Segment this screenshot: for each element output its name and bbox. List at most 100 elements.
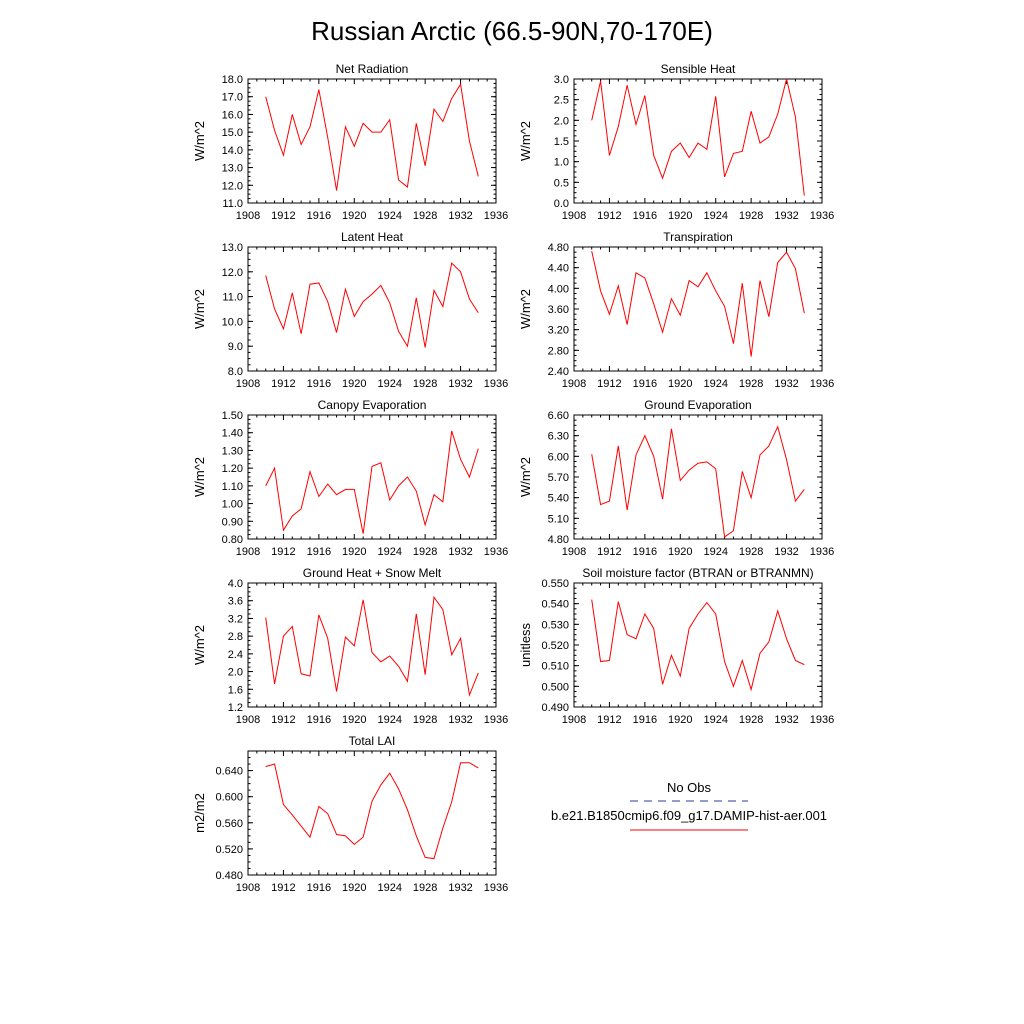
y-tick-label: 6.30	[548, 431, 569, 443]
x-tick-label: 1936	[810, 210, 834, 222]
panel-title: Soil moisture factor (BTRAN or BTRANMN)	[582, 566, 813, 580]
chart-ground-evaporation: Ground Evaporation W/m^2 1908 1912 1916 1920 1…	[518, 398, 834, 558]
plot-frame	[247, 78, 497, 204]
plot-frame	[573, 414, 823, 540]
y-tick-label: 6.60	[548, 410, 569, 422]
x-tick-label: 1912	[597, 714, 621, 726]
series-line	[265, 262, 479, 348]
chart-canopy-evaporation: Canopy Evaporation W/m^2 1908 1912 1916 1920 1…	[192, 398, 508, 558]
plot-frame	[573, 582, 823, 708]
y-tick-label: 0.0	[554, 198, 569, 210]
x-tick-label: 1924	[703, 378, 727, 390]
x-tick-label: 1932	[448, 882, 472, 894]
x-tick-label: 1912	[597, 546, 621, 558]
y-tick-label: 5.70	[548, 472, 569, 484]
x-tick-label: 1932	[774, 546, 798, 558]
x-tick-label: 1920	[342, 378, 366, 390]
plot-frame	[247, 246, 497, 372]
x-tick-label: 1912	[597, 210, 621, 222]
legend: No Obs b.e21.B1850cmip6.f09_g17.DAMIP-his…	[551, 780, 827, 831]
y-tick-label: 1.40	[222, 428, 243, 440]
x-tick-label: 1916	[307, 546, 331, 558]
y-tick-label: 16.0	[222, 109, 243, 121]
panel-title: Transpiration	[663, 230, 733, 244]
y-tick-label: 11.0	[222, 198, 243, 210]
series-line	[591, 78, 805, 196]
y-tick-label: 15.0	[222, 127, 243, 139]
x-tick-label: 1928	[413, 210, 437, 222]
y-axis-label: m2/m2	[192, 793, 207, 833]
y-tick-label: 0.90	[222, 516, 243, 528]
x-tick-label: 1932	[448, 378, 472, 390]
figure-title: Russian Arctic (66.5-90N,70-170E)	[311, 16, 713, 46]
y-tick-label: 0.5	[554, 177, 569, 189]
panel-title: Sensible Heat	[661, 62, 736, 76]
x-tick-label: 1928	[739, 210, 763, 222]
x-tick-label: 1932	[774, 210, 798, 222]
y-tick-label: 14.0	[222, 145, 243, 157]
y-tick-label: 2.0	[228, 667, 243, 679]
y-tick-label: 4.80	[548, 534, 569, 546]
y-tick-label: 3.6	[228, 596, 243, 608]
y-tick-label: 12.0	[222, 180, 243, 192]
y-axis-label: W/m^2	[518, 121, 533, 161]
y-tick-label: 4.80	[548, 242, 569, 254]
x-tick-label: 1908	[236, 546, 260, 558]
series-line	[591, 425, 805, 538]
x-tick-label: 1932	[448, 714, 472, 726]
y-tick-label: 5.40	[548, 493, 569, 505]
x-tick-label: 1908	[562, 210, 586, 222]
y-tick-label: 9.0	[228, 341, 243, 353]
x-tick-label: 1916	[307, 210, 331, 222]
x-tick-label: 1916	[633, 210, 657, 222]
y-axis-label: unitless	[518, 622, 533, 667]
y-tick-label: 2.8	[228, 631, 243, 643]
x-tick-label: 1920	[668, 378, 692, 390]
y-tick-label: 4.0	[228, 578, 243, 590]
y-tick-label: 1.00	[222, 499, 243, 511]
x-tick-label: 1928	[739, 714, 763, 726]
y-tick-label: 4.00	[548, 283, 569, 295]
x-tick-label: 1928	[413, 378, 437, 390]
y-tick-label: 0.520	[215, 844, 243, 856]
x-tick-label: 1936	[484, 378, 508, 390]
y-tick-label: 0.500	[541, 681, 569, 693]
x-tick-label: 1908	[236, 882, 260, 894]
x-tick-label: 1924	[377, 378, 401, 390]
series-line	[265, 430, 479, 534]
series-line	[265, 595, 479, 697]
y-axis-label: W/m^2	[192, 457, 207, 497]
x-tick-label: 1936	[810, 378, 834, 390]
y-tick-label: 0.520	[541, 640, 569, 652]
x-tick-label: 1928	[413, 714, 437, 726]
x-tick-label: 1928	[413, 546, 437, 558]
y-tick-label: 1.0	[554, 157, 569, 169]
x-tick-label: 1924	[703, 714, 727, 726]
y-tick-label: 1.20	[222, 463, 243, 475]
x-tick-label: 1908	[562, 378, 586, 390]
x-tick-label: 1928	[413, 882, 437, 894]
legend-label: b.e21.B1850cmip6.f09_g17.DAMIP-hist-aer.…	[551, 808, 827, 823]
x-tick-label: 1936	[484, 546, 508, 558]
y-tick-label: 0.550	[541, 578, 569, 590]
y-tick-label: 12.0	[222, 267, 243, 279]
y-tick-label: 13.0	[222, 242, 243, 254]
y-tick-label: 0.510	[541, 661, 569, 673]
y-tick-label: 2.4	[228, 649, 243, 661]
x-tick-label: 1936	[484, 882, 508, 894]
x-tick-label: 1908	[562, 546, 586, 558]
x-tick-label: 1908	[236, 714, 260, 726]
x-tick-label: 1912	[271, 210, 295, 222]
y-tick-label: 0.560	[215, 818, 243, 830]
y-tick-label: 6.00	[548, 451, 569, 463]
y-tick-label: 1.2	[228, 702, 243, 714]
x-tick-label: 1916	[307, 882, 331, 894]
x-tick-label: 1932	[774, 378, 798, 390]
panels: Net Radiation W/m^2 1908 1912 1916 1920 1924 19…	[192, 62, 834, 894]
plot-frame	[573, 78, 823, 204]
series-line	[265, 82, 479, 191]
x-tick-label: 1932	[448, 546, 472, 558]
y-tick-label: 3.0	[554, 74, 569, 86]
x-tick-label: 1928	[739, 378, 763, 390]
x-tick-label: 1936	[810, 714, 834, 726]
